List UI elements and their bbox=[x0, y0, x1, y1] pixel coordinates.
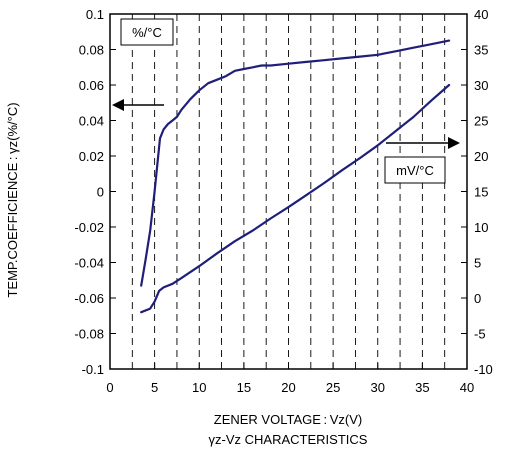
y-right-tick-label: 40 bbox=[474, 7, 488, 22]
x-tick-label: 25 bbox=[326, 380, 340, 395]
y-right-tick-label: 15 bbox=[474, 185, 488, 200]
x-tick-label: 40 bbox=[460, 380, 474, 395]
y-axis-left-label: TEMP.COEFFICIENCE : γz(%/°C) bbox=[5, 102, 20, 297]
series-layer bbox=[140, 39, 451, 314]
left-axis-arrow bbox=[112, 99, 164, 111]
y-left-tick-label: 0.1 bbox=[86, 7, 104, 22]
y-left-tick-label: -0.02 bbox=[74, 220, 104, 235]
y-right-tick-label: 35 bbox=[474, 43, 488, 58]
x-tick-label: 5 bbox=[151, 380, 158, 395]
right-unit-box bbox=[384, 156, 446, 184]
y-right-tick-label: 25 bbox=[474, 114, 488, 129]
y-right-tick-label: 10 bbox=[474, 220, 488, 235]
series-line-mv-per-degc bbox=[140, 83, 451, 314]
y-left-tick-label: 0.04 bbox=[79, 114, 104, 129]
right-axis-arrow bbox=[386, 137, 460, 149]
x-tick-label: 20 bbox=[281, 380, 295, 395]
right-unit-label: mV/°C bbox=[396, 163, 434, 178]
x-tick-label: 30 bbox=[371, 380, 385, 395]
y-left-tick-label: 0 bbox=[97, 185, 104, 200]
x-axis-label: ZENER VOLTAGE : Vz(V) bbox=[214, 412, 362, 427]
y-left-tick-label: -0.04 bbox=[74, 256, 104, 271]
y-left-tick-label: 0.02 bbox=[79, 149, 104, 164]
tick-labels: 0 5 10 15 20 25 30 35 40 -0.1 -0.08 -0.06 -0.04 -0.02… bbox=[74, 7, 492, 395]
y-right-tick-label: 30 bbox=[474, 78, 488, 93]
x-tick-label: 0 bbox=[106, 380, 113, 395]
y-right-tick-label: -10 bbox=[474, 362, 493, 377]
y-left-tick-label: 0.06 bbox=[79, 78, 104, 93]
y-right-tick-label: -5 bbox=[474, 327, 486, 342]
left-unit-box bbox=[120, 18, 174, 46]
y-right-tick-label: 0 bbox=[474, 291, 481, 306]
x-tick-label: 15 bbox=[237, 380, 251, 395]
y-right-tick-label: 5 bbox=[474, 256, 481, 271]
x-tick-label: 10 bbox=[192, 380, 206, 395]
y-left-tick-label: -0.1 bbox=[82, 362, 104, 377]
y-right-tick-label: 20 bbox=[474, 149, 488, 164]
y-left-tick-label: 0.08 bbox=[79, 43, 104, 58]
y-left-tick-label: -0.08 bbox=[74, 327, 104, 342]
y-left-tick-label: -0.06 bbox=[74, 291, 104, 306]
tick-marks bbox=[109, 13, 468, 370]
left-unit-label: %/°C bbox=[132, 25, 162, 40]
series-line-percent-per-degc bbox=[140, 39, 451, 287]
chart-caption: γz-Vz CHARACTERISTICS bbox=[209, 432, 368, 447]
x-tick-label: 35 bbox=[415, 380, 429, 395]
